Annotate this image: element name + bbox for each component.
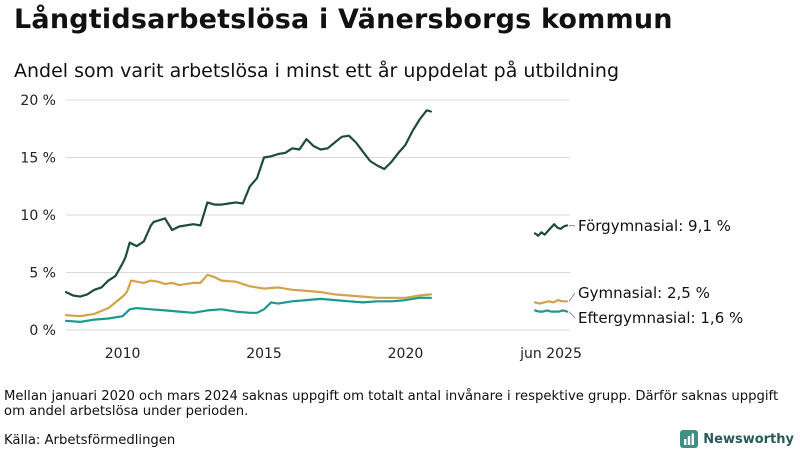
label-connector [568, 292, 576, 302]
chart-subtitle: Andel som varit arbetslösa i minst ett å… [14, 60, 620, 82]
x-tick-label-recent: jun 2025 [519, 346, 582, 362]
series-line-forgymnasial [64, 109, 432, 298]
newsworthy-logo-icon [680, 430, 699, 448]
series-end-label-forgymnasial: Förgymnasial: 9,1 % [578, 217, 731, 235]
x-tick-label: 2020 [388, 346, 424, 362]
y-tick-label: 20 % [20, 93, 56, 109]
x-axis-ticks: 2010 2015 2020 jun 2025 [105, 346, 582, 362]
series-line-eftergymnasial [64, 296, 432, 323]
y-tick-label: 0 % [29, 323, 56, 339]
gridlines [66, 99, 570, 331]
series-line-gymnasial [64, 273, 432, 318]
y-tick-label: 10 % [20, 208, 56, 224]
x-tick-label: 2010 [105, 346, 141, 362]
line-chart: 0 %5 %10 %15 %20 % 2010 2015 2020 jun 2025 … [20, 93, 743, 362]
source-note: Källa: Arbetsförmedlingen [4, 433, 176, 448]
chart-title: Långtidsarbetslösa i Vänersborgs kommun [14, 4, 673, 35]
footnote: Mellan januari 2020 och mars 2024 saknas… [4, 389, 779, 419]
y-tick-label: 5 % [29, 266, 56, 282]
y-tick-label: 15 % [20, 151, 56, 167]
series-line-recent-gymnasial [533, 299, 569, 305]
label-connector [568, 311, 576, 319]
x-tick-label: 2015 [246, 346, 282, 362]
series-end-labels: Förgymnasial: 9,1 % Gymnasial: 2,5 % Efter… [568, 217, 743, 327]
series-line-recent-forgymnasial [533, 223, 569, 237]
series-end-label-gymnasial: Gymnasial: 2,5 % [578, 284, 710, 302]
series-line-recent-eftergymnasial [533, 309, 569, 313]
series-end-label-eftergymnasial: Eftergymnasial: 1,6 % [578, 309, 743, 327]
series-lines [64, 109, 569, 323]
label-connector [568, 224, 576, 227]
brand-name: Newsworthy [703, 431, 794, 447]
brand-logo[interactable]: Newsworthy [680, 429, 794, 449]
y-axis-ticks: 0 % 5 % 10 % 15 % 20 % [20, 93, 56, 339]
